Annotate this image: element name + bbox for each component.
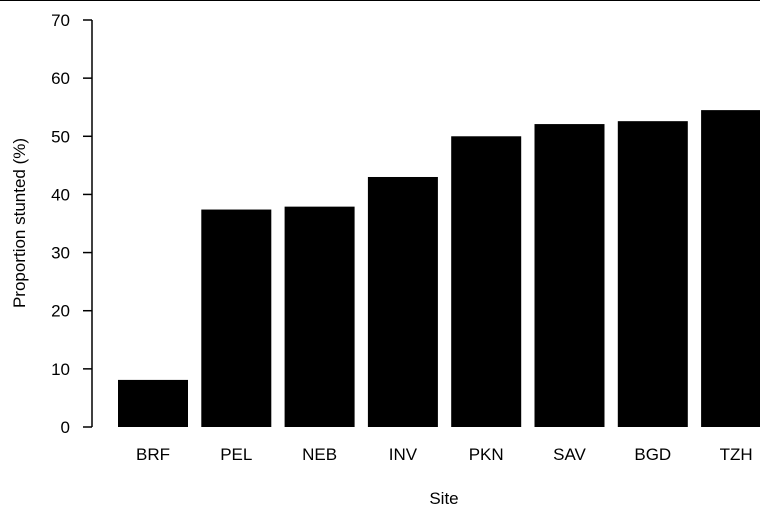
x-tick-labels: BRF PEL NEB INV PKN SAV BGD TZH xyxy=(136,445,753,464)
bar-brf xyxy=(118,379,188,427)
y-tick-label-60: 60 xyxy=(51,69,70,88)
y-tick-label-10: 10 xyxy=(51,360,70,379)
x-tick-label-inv: INV xyxy=(389,445,418,464)
bar-tzh xyxy=(701,110,760,427)
bar-pel xyxy=(201,209,272,427)
bar-inv xyxy=(367,176,438,427)
x-axis-title: Site xyxy=(429,489,458,506)
y-tick-label-40: 40 xyxy=(51,185,70,204)
bar-sav xyxy=(534,124,605,427)
y-tick-label-20: 20 xyxy=(51,302,70,321)
x-tick-label-tzh: TZH xyxy=(720,445,753,464)
y-tick-label-70: 70 xyxy=(51,11,70,30)
bar-neb xyxy=(284,206,355,427)
y-axis: 0 10 20 30 40 50 60 70 xyxy=(51,11,93,437)
y-axis-title: Proportion stunted (%) xyxy=(10,138,29,308)
x-tick-label-pel: PEL xyxy=(220,445,252,464)
x-tick-label-neb: NEB xyxy=(302,445,337,464)
bar-pkn xyxy=(451,136,522,428)
x-tick-label-bgd: BGD xyxy=(634,445,671,464)
y-tick-label-0: 0 xyxy=(61,418,70,437)
y-tick-label-30: 30 xyxy=(51,244,70,263)
bar-bgd xyxy=(617,121,688,427)
x-tick-label-sav: SAV xyxy=(553,445,586,464)
x-tick-label-brf: BRF xyxy=(136,445,170,464)
x-tick-label-pkn: PKN xyxy=(469,445,504,464)
y-tick-label-50: 50 xyxy=(51,127,70,146)
bars-group xyxy=(118,110,760,428)
